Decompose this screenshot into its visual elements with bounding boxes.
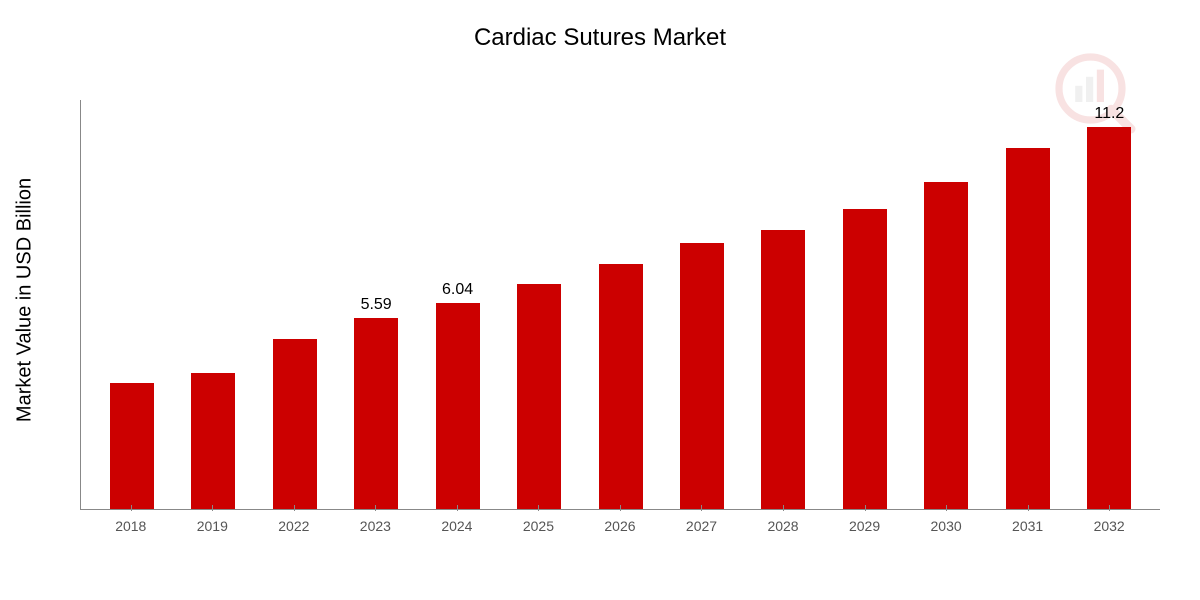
x-tick <box>701 505 702 511</box>
x-axis-category: 2022 <box>253 510 335 534</box>
bars-container: 5.59 6.04 11.2 <box>81 100 1160 509</box>
x-label-wrap: 2028 <box>742 510 824 540</box>
x-label-wrap: 2025 <box>498 510 580 540</box>
x-tick <box>783 505 784 511</box>
bar <box>273 339 317 509</box>
bar <box>1087 127 1131 509</box>
x-axis-labels: 2018201920222023202420252026202720282029… <box>80 510 1160 540</box>
bar-wrap <box>987 100 1068 509</box>
bar-wrap <box>254 100 335 509</box>
bar-value-label: 11.2 <box>1094 105 1124 123</box>
bar-wrap <box>172 100 253 509</box>
x-label-wrap: 2022 <box>253 510 335 540</box>
x-label-wrap: 2018 <box>90 510 172 540</box>
x-axis-category: 2018 <box>90 510 172 534</box>
x-axis-category: 2031 <box>987 510 1069 534</box>
x-tick <box>212 505 213 511</box>
bar <box>1006 148 1050 509</box>
bar-value-label: 5.59 <box>361 296 392 314</box>
bar <box>680 243 724 509</box>
bar <box>191 373 235 509</box>
x-axis-category: 2024 <box>416 510 498 534</box>
bar-wrap: 11.2 <box>1069 100 1150 509</box>
bar <box>110 383 154 509</box>
x-tick <box>294 505 295 511</box>
chart-area: 5.596.0411.2 201820192022202320242025202… <box>80 100 1160 540</box>
x-axis-category: 2032 <box>1068 510 1150 534</box>
x-label-wrap: 2031 <box>987 510 1069 540</box>
x-label-wrap: 2027 <box>661 510 743 540</box>
x-axis-category: 2019 <box>172 510 254 534</box>
x-label-wrap: 2024 <box>416 510 498 540</box>
bar-wrap <box>824 100 905 509</box>
x-label-wrap: 2026 <box>579 510 661 540</box>
bar <box>436 303 480 509</box>
chart-title: Cardiac Sutures Market <box>0 0 1200 52</box>
x-tick <box>538 505 539 511</box>
bar-wrap <box>661 100 742 509</box>
x-axis-category: 2023 <box>335 510 417 534</box>
x-axis-category: 2026 <box>579 510 661 534</box>
x-tick <box>1028 505 1029 511</box>
x-label-wrap: 2023 <box>335 510 417 540</box>
bar <box>354 318 398 509</box>
bar <box>924 182 968 509</box>
x-axis-category: 2027 <box>661 510 743 534</box>
x-tick <box>1109 505 1110 511</box>
bar-value-label: 6.04 <box>442 281 473 299</box>
bar-wrap <box>580 100 661 509</box>
x-axis-category: 2030 <box>905 510 987 534</box>
bar-wrap <box>743 100 824 509</box>
bar-wrap <box>498 100 579 509</box>
bar <box>599 264 643 509</box>
bar-wrap: 6.04 <box>417 100 498 509</box>
plot-region: 5.59 6.04 11.2 <box>80 100 1160 510</box>
bar <box>843 209 887 509</box>
x-label-wrap: 2029 <box>824 510 906 540</box>
bar <box>761 230 805 509</box>
x-axis-category: 2028 <box>742 510 824 534</box>
bar <box>517 284 561 509</box>
x-tick <box>946 505 947 511</box>
x-label-wrap: 2030 <box>905 510 987 540</box>
x-axis-category: 2029 <box>824 510 906 534</box>
x-label-wrap: 2019 <box>172 510 254 540</box>
x-axis-category: 2025 <box>498 510 580 534</box>
bar-wrap <box>91 100 172 509</box>
x-tick <box>865 505 866 511</box>
bar-wrap: 5.59 <box>335 100 416 509</box>
x-tick <box>375 505 376 511</box>
bar-wrap <box>906 100 987 509</box>
x-tick <box>131 505 132 511</box>
y-axis-label: Market Value in USD Billion <box>14 150 37 450</box>
x-tick <box>457 505 458 511</box>
x-tick <box>620 505 621 511</box>
x-label-wrap: 2032 <box>1068 510 1150 540</box>
